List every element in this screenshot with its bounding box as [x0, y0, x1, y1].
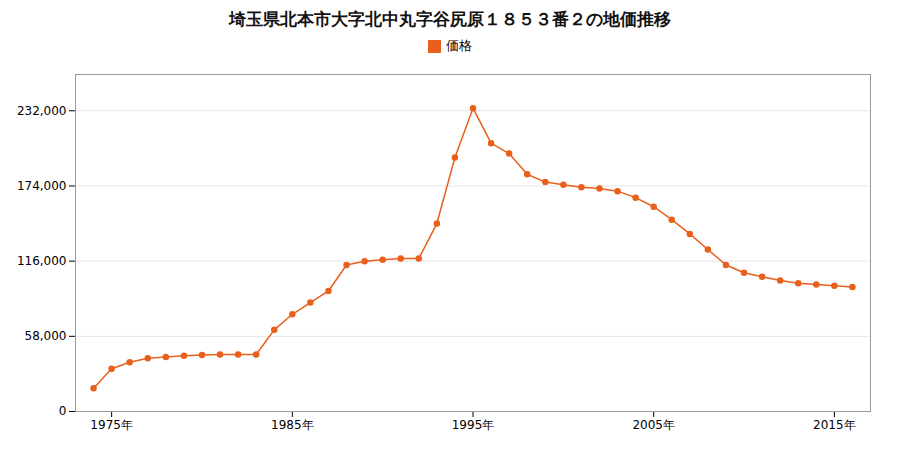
html-text:埼玉県北本市大字北中丸字谷尻原１８５３番２の地価推移: 埼玉県北本市大字北中丸字谷尻原１８５３番２の地価推移: [229, 9, 671, 29]
svg-text:174,000: 174,000: [17, 179, 67, 193]
svg-text:0: 0: [59, 404, 67, 418]
svg-text:1995年: 1995年: [452, 418, 495, 432]
svg-text:1975年: 1975年: [90, 418, 133, 432]
svg-text:232,000: 232,000: [17, 104, 67, 118]
html-text:価格: 価格: [446, 38, 472, 53]
svg-text:1985年: 1985年: [271, 418, 314, 432]
svg-text:58,000: 58,000: [25, 329, 67, 343]
svg-text:2005年: 2005年: [632, 418, 675, 432]
svg-text:2015年: 2015年: [813, 418, 856, 432]
svg-text:116,000: 116,000: [17, 254, 67, 268]
